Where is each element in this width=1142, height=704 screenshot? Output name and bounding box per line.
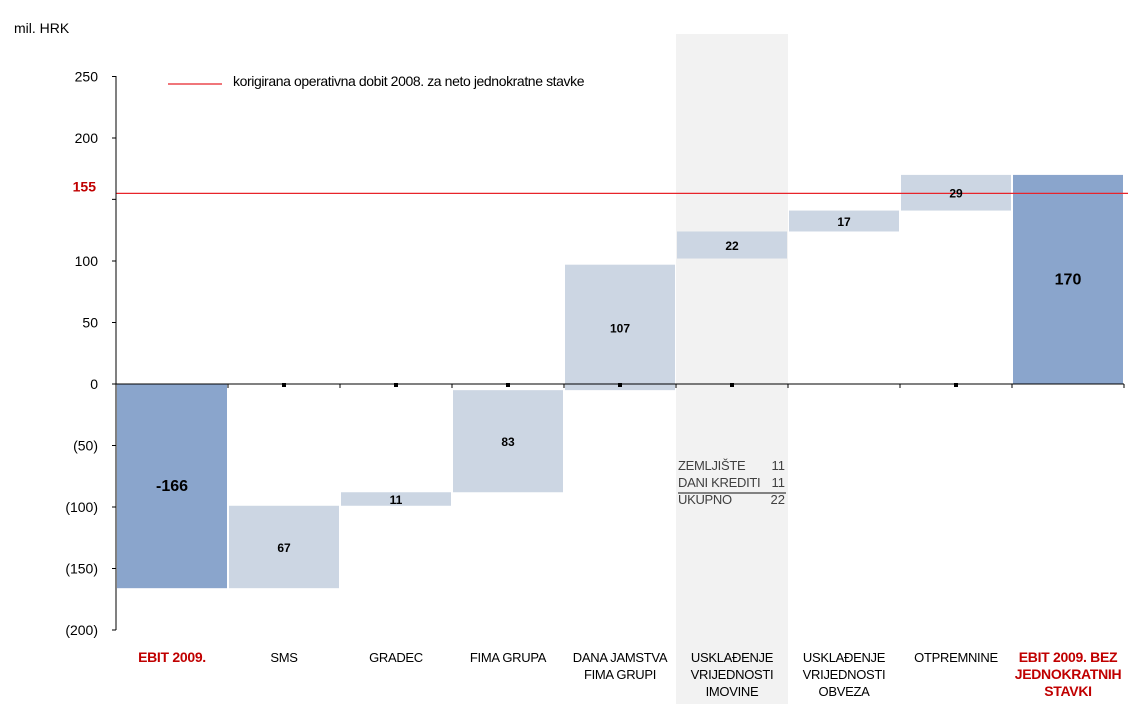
bar-value-label-8: 170 [1055,271,1082,288]
category-label-5-line-2: IMOVINE [706,684,759,699]
zero-marker-1 [282,383,286,387]
bar-value-label-5: 22 [725,239,739,253]
y-tick-label-0: 250 [75,69,99,85]
zero-marker-3 [506,383,510,387]
breakdown-name-2: UKUPNO [678,492,732,507]
breakdown-value-2: 22 [771,492,785,507]
legend-label: korigirana operativna dobit 2008. za net… [233,73,585,89]
bar-5 [677,231,787,259]
breakdown-name-0: ZEMLJIŠTE [678,458,746,473]
category-label-5-line-1: VRIJEDNOSTI [691,667,774,682]
zero-marker-4 [618,383,622,387]
bar-6 [789,210,899,232]
zero-marker-7 [954,383,958,387]
category-label-2-line-0: GRADEC [369,650,423,665]
category-label-6-line-0: USKLAĐENJE [803,650,886,665]
bar-value-label-3: 83 [501,435,515,449]
bar-value-label-4: 107 [610,321,630,335]
category-label-1-line-0: SMS [270,650,298,665]
category-label-5-line-0: USKLAĐENJE [691,650,774,665]
breakdown-value-0: 11 [772,458,786,473]
category-label-4-line-1: FIMA GRUPI [584,667,656,682]
zero-marker-5 [730,383,734,387]
breakdown-value-1: 11 [772,475,786,490]
highlight-column-band [676,34,788,704]
y-tick-label-8: (200) [65,622,98,638]
reference-line-value-label: 155 [73,178,97,194]
y-tick-label-2: 100 [75,253,99,269]
category-label-7-line-0: OTPREMNINE [914,650,998,665]
bar-3 [453,390,563,493]
bar-7 [901,174,1011,211]
bar-8 [1013,174,1123,384]
category-label-6-line-1: VRIJEDNOSTI [803,667,886,682]
y-tick-label-3: 50 [82,315,98,331]
bar-value-label-6: 17 [837,215,851,229]
bar-value-label-0: -166 [156,478,188,495]
category-label-3-line-0: FIMA GRUPA [470,650,547,665]
y-tick-label-4: 0 [90,376,98,392]
category-label-8-line-2: STAVKI [1044,683,1091,699]
category-label-4-line-0: DANA JAMSTVA [573,650,668,665]
y-tick-label-5: (50) [73,438,98,454]
bar-value-label-1: 67 [277,541,291,555]
bar-value-label-2: 11 [390,493,403,507]
bar-0 [117,384,227,589]
bar-1 [229,505,339,589]
breakdown-name-1: DANI KREDITI [678,475,760,490]
bar-4 [565,264,675,391]
category-label-8-line-1: JEDNOKRATNIH [1015,666,1122,682]
unit-label: mil. HRK [14,20,70,36]
y-tick-label-7: (150) [65,561,98,577]
category-label-0-line-0: EBIT 2009. [138,649,206,665]
category-label-8-line-0: EBIT 2009. BEZ [1019,649,1118,665]
bar-2 [341,492,451,506]
bar-value-label-7: 29 [949,187,963,201]
category-label-6-line-2: OBVEZA [819,684,871,699]
zero-marker-2 [394,383,398,387]
y-tick-label-6: (100) [65,499,98,515]
y-tick-label-1: 200 [75,130,99,146]
